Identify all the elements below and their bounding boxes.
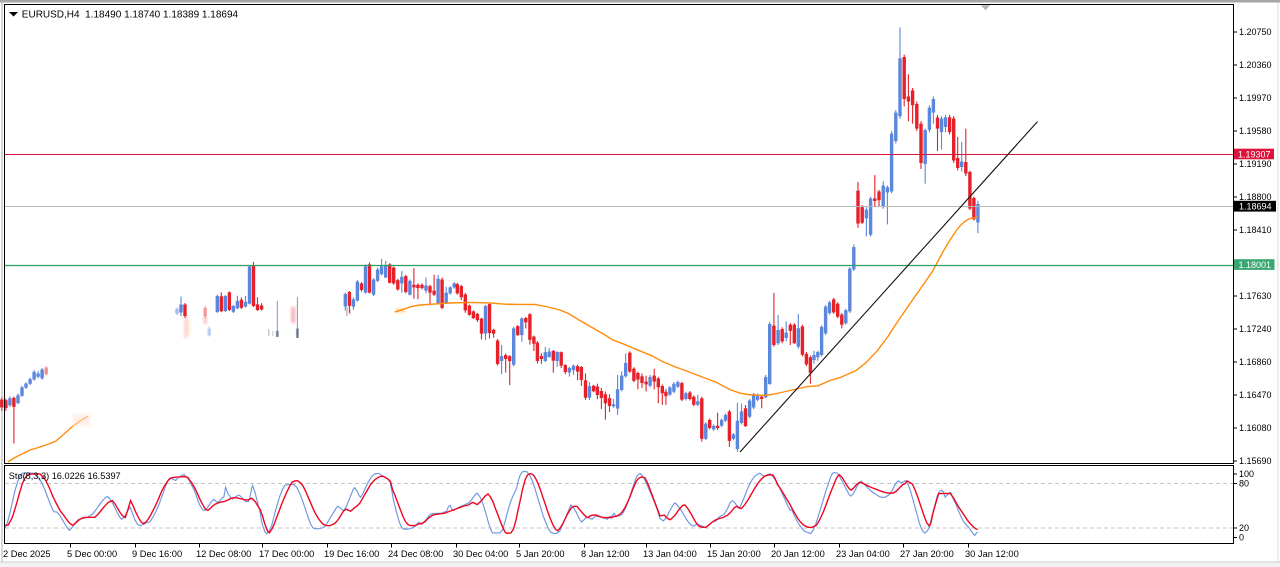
svg-text:80: 80 [1239,479,1249,489]
svg-text:13 Jan 04:00: 13 Jan 04:00 [643,549,697,559]
svg-text:5 Jan 20:00: 5 Jan 20:00 [516,549,565,559]
svg-text:23 Jan 04:00: 23 Jan 04:00 [836,549,890,559]
svg-text:1.19970: 1.19970 [1239,93,1272,103]
svg-text:1.19580: 1.19580 [1239,126,1272,136]
svg-text:12 Dec 08:00: 12 Dec 08:00 [196,549,251,559]
svg-text:2 Dec 2025: 2 Dec 2025 [3,549,51,559]
svg-text:Sto(8,3,3) 16.0226 16.5397: Sto(8,3,3) 16.0226 16.5397 [9,471,121,481]
svg-text:0: 0 [1239,533,1244,543]
svg-text:19 Dec 16:00: 19 Dec 16:00 [324,549,379,559]
svg-text:1.19307: 1.19307 [1238,149,1271,159]
svg-text:9 Dec 16:00: 9 Dec 16:00 [132,549,182,559]
svg-text:5 Dec 00:00: 5 Dec 00:00 [67,549,117,559]
svg-text:1.15690: 1.15690 [1239,456,1272,466]
svg-text:1.16470: 1.16470 [1239,390,1272,400]
svg-text:8 Jan 12:00: 8 Jan 12:00 [581,549,630,559]
svg-text:1.20360: 1.20360 [1239,60,1272,70]
svg-text:20 Jan 12:00: 20 Jan 12:00 [771,549,825,559]
svg-text:15 Jan 20:00: 15 Jan 20:00 [707,549,761,559]
svg-text:1.19190: 1.19190 [1239,159,1272,169]
svg-text:1.20750: 1.20750 [1239,27,1272,37]
svg-text:1.17630: 1.17630 [1239,291,1272,301]
svg-text:1.16860: 1.16860 [1239,357,1272,367]
svg-text:1.16080: 1.16080 [1239,423,1272,433]
svg-text:EURUSD,H4 1.18490 1.18740 1.1: EURUSD,H4 1.18490 1.18740 1.18389 1.1869… [22,9,239,20]
svg-text:1.18694: 1.18694 [1239,202,1272,212]
svg-text:27 Jan 20:00: 27 Jan 20:00 [900,549,954,559]
svg-text:1.17240: 1.17240 [1239,324,1272,334]
svg-text:30 Dec 04:00: 30 Dec 04:00 [453,549,508,559]
svg-text:20: 20 [1239,523,1249,533]
svg-text:17 Dec 00:00: 17 Dec 00:00 [259,549,314,559]
svg-text:24 Dec 08:00: 24 Dec 08:00 [388,549,443,559]
svg-text:30 Jan 12:00: 30 Jan 12:00 [965,549,1019,559]
svg-text:100: 100 [1239,469,1254,479]
svg-text:1.18410: 1.18410 [1239,225,1272,235]
svg-text:1.18800: 1.18800 [1239,192,1272,202]
svg-text:1.18001: 1.18001 [1239,260,1272,270]
